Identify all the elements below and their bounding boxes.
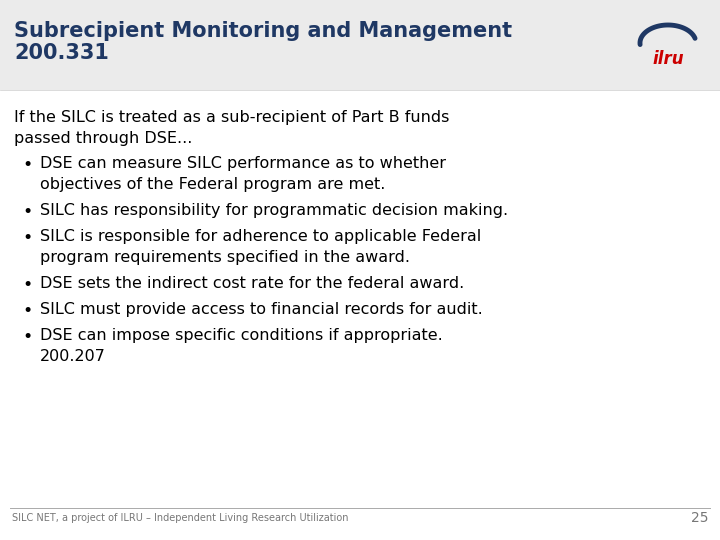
Text: program requirements specified in the award.: program requirements specified in the aw… — [40, 250, 410, 265]
FancyBboxPatch shape — [0, 0, 720, 90]
Text: 200.207: 200.207 — [40, 349, 106, 364]
Text: •: • — [22, 302, 32, 320]
Text: DSE sets the indirect cost rate for the federal award.: DSE sets the indirect cost rate for the … — [40, 276, 464, 291]
Text: DSE can impose specific conditions if appropriate.: DSE can impose specific conditions if ap… — [40, 328, 443, 343]
Text: SILC NET, a project of ILRU – Independent Living Research Utilization: SILC NET, a project of ILRU – Independen… — [12, 513, 348, 523]
Text: SILC is responsible for adherence to applicable Federal: SILC is responsible for adherence to app… — [40, 229, 481, 244]
Text: passed through DSE...: passed through DSE... — [14, 131, 192, 146]
Text: •: • — [22, 328, 32, 346]
Text: ilru: ilru — [652, 50, 684, 68]
Text: 25: 25 — [690, 511, 708, 525]
Text: •: • — [22, 276, 32, 294]
Text: DSE can measure SILC performance as to whether: DSE can measure SILC performance as to w… — [40, 156, 446, 171]
Text: SILC must provide access to financial records for audit.: SILC must provide access to financial re… — [40, 302, 482, 317]
Text: Subrecipient Monitoring and Management: Subrecipient Monitoring and Management — [14, 21, 512, 41]
Text: •: • — [22, 203, 32, 221]
Text: •: • — [22, 229, 32, 247]
Text: •: • — [22, 156, 32, 174]
Text: objectives of the Federal program are met.: objectives of the Federal program are me… — [40, 177, 385, 192]
Text: SILC has responsibility for programmatic decision making.: SILC has responsibility for programmatic… — [40, 203, 508, 218]
Text: 200.331: 200.331 — [14, 43, 109, 63]
Text: If the SILC is treated as a sub-recipient of Part B funds: If the SILC is treated as a sub-recipien… — [14, 110, 449, 125]
